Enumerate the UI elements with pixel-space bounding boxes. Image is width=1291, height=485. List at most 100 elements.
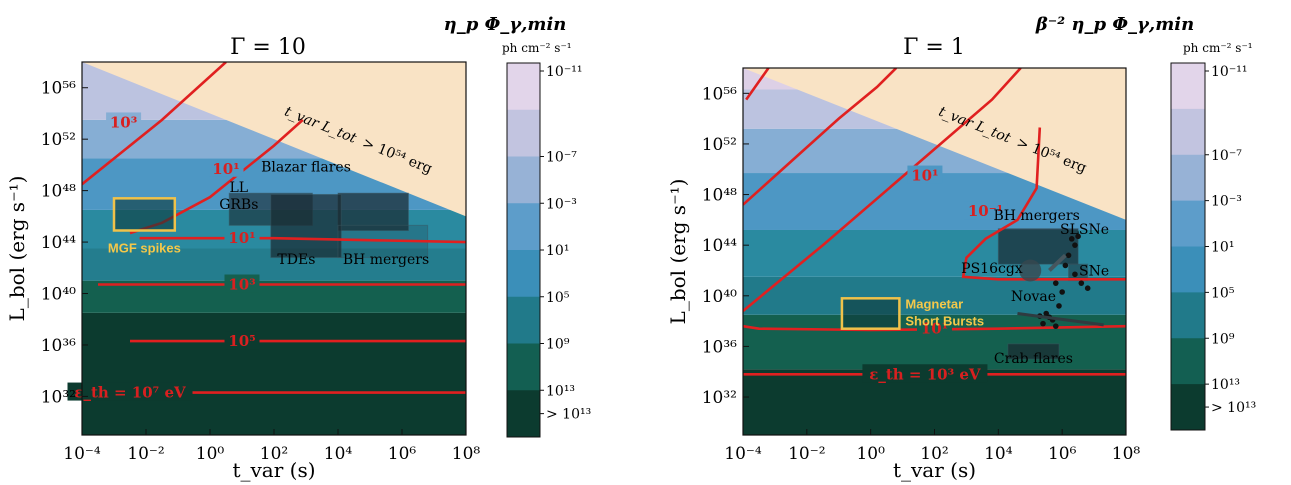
luminosity-band-0 [82, 312, 466, 435]
transient-point-0 [1068, 236, 1075, 242]
x-tick-label: 10⁸ [1112, 444, 1141, 464]
point-label-0: SLSNe [1060, 222, 1109, 238]
transient-point-1 [1072, 242, 1078, 248]
transient-point-2 [1075, 233, 1081, 240]
y-tick-label: 10³² [702, 388, 737, 408]
colorbar-title: β⁻² η_p Φ_γ,min [1035, 14, 1194, 35]
contour-line-5 [82, 62, 227, 186]
colorbar-tick-label: 10⁵ [546, 290, 570, 306]
y-tick-label: 10⁵⁶ [41, 79, 76, 99]
contour-label-3: 10¹ [911, 167, 938, 185]
y-tick-label: 10⁴⁸ [41, 182, 76, 202]
contour-line-1 [743, 324, 1126, 332]
transient-point-6 [1078, 280, 1085, 286]
y-tick-label: 10³⁶ [41, 336, 76, 356]
contour-label-2: 10⁻¹ [968, 202, 1003, 220]
forbidden-region [743, 68, 1126, 220]
forbidden-region [82, 62, 466, 217]
contour-label-bg-1 [917, 318, 952, 337]
region-label-3: BH mergers [343, 252, 429, 268]
colorbar-segment-5 [507, 296, 540, 344]
colorbar-unit: ph cm⁻² s⁻¹ [1183, 41, 1253, 55]
y-tick-label: 10⁵² [702, 135, 737, 155]
contour-label-0: ε_th = 10⁷ eV [74, 384, 186, 402]
novae-track [1017, 312, 1104, 327]
y-tick-label: 10⁴⁰ [41, 285, 76, 305]
x-tick-label: 10⁶ [1048, 444, 1077, 464]
point-label-2: Novae [1011, 289, 1056, 305]
x-tick-label: 10⁶ [388, 444, 417, 464]
y-axis-title: L_bol (erg s⁻¹) [5, 176, 29, 322]
panel-1: Γ = 10 ε_th = 10⁷ eV 10⁵ 10³ 10¹ 10¹ 10³ t_var … [5, 14, 591, 482]
colorbar-tick-label: 10¹³ [1211, 377, 1240, 393]
contour-label-bg-0 [862, 364, 988, 383]
colorbar-segment-0 [507, 63, 540, 111]
region-label-line: GRBs [219, 197, 258, 213]
x-tick-label: 10⁻⁴ [63, 444, 101, 464]
region-label-0: BH mergers [993, 208, 1079, 224]
contour-label-4: 10¹ [212, 160, 239, 178]
transient-point-9 [1059, 289, 1065, 295]
region-label-2: Crab flares [994, 351, 1073, 367]
luminosity-band-2 [743, 276, 1126, 315]
badge-label-line: Magnetar [905, 296, 963, 311]
contour-label-bg-2 [224, 274, 260, 293]
plot-area [82, 62, 466, 435]
colorbar-tick-label: 10⁹ [1211, 331, 1235, 347]
contour-label-2: 10³ [228, 276, 255, 294]
colorbar-segment-1 [1171, 108, 1205, 156]
region-label-1: Blazar flares [261, 159, 351, 175]
colorbar-tick-label: 10⁻⁷ [546, 150, 577, 166]
contour-label-3: 10¹ [228, 229, 255, 247]
colorbar-segment-2 [1171, 154, 1205, 202]
badge-box-0 [112, 197, 177, 232]
colorbar-tick-label: 10¹³ [546, 383, 575, 399]
badge-label-0: MGF spikes [108, 240, 181, 255]
badge-label-line: Short Bursts [905, 313, 984, 328]
colorbar-tick-label: 10¹ [546, 243, 569, 259]
x-tick-label: 10⁰ [196, 444, 225, 464]
region-label-0: LL GRBs [219, 180, 258, 213]
x-tick-label: 10⁻⁴ [724, 444, 762, 464]
transient-point-11 [1043, 310, 1050, 317]
colorbar-segment-7 [507, 390, 540, 438]
x-tick-label: 10⁴ [324, 444, 353, 464]
panel-title: Γ = 1 [903, 35, 965, 60]
contour-label-1: 10¹ [921, 320, 948, 338]
colorbar-segment-2 [507, 156, 540, 204]
colorbar-segment-4 [507, 250, 540, 298]
contour-label-bg-4 [208, 158, 244, 177]
contour-label-bg-2 [963, 201, 1008, 220]
contour-label-bg-5 [106, 112, 142, 131]
colorbar-tick-label: > 10¹³ [1211, 400, 1256, 416]
badge-box-0 [840, 297, 901, 330]
x-tick-label: 10² [260, 444, 288, 464]
region-label-2: TDEs [277, 252, 315, 268]
colorbar: 10⁻¹¹ 10⁻⁷ 10⁻³ 10¹ 10⁵ 10⁹ 10¹³ > 10¹³ η_p Φ_γ,… [444, 14, 591, 438]
colorbar-segment-3 [507, 203, 540, 251]
contour-line-5 [745, 68, 770, 101]
colorbar-segment-3 [1171, 200, 1205, 247]
y-tick-label: 10⁵² [41, 130, 76, 150]
transient-point-5 [1072, 271, 1078, 278]
colorbar-segment-7 [1171, 384, 1205, 431]
colorbar-segment-4 [1171, 246, 1205, 293]
point-label-1: PS16cgx [961, 261, 1023, 277]
source-region-2 [1007, 343, 1060, 360]
colorbar-tick-label: 10⁻¹¹ [1211, 64, 1247, 80]
colorbar-tick-label: 10⁻³ [1211, 194, 1242, 210]
slsne-track [1048, 253, 1067, 272]
colorbar-unit: ph cm⁻² s⁻¹ [502, 41, 572, 55]
contour-label-bg-0 [67, 382, 193, 401]
x-tick-label: 10⁰ [856, 444, 885, 464]
contour-line-2 [961, 127, 1126, 281]
colorbar-tick-label: > 10¹³ [546, 407, 591, 423]
luminosity-band-1 [82, 280, 466, 313]
source-region-1 [337, 192, 409, 231]
y-tick-label: 10⁴⁴ [702, 236, 737, 256]
badge-label-0: Magnetar Short Bursts [905, 296, 984, 328]
contour-label-bg-3 [224, 228, 260, 247]
contour-line-3 [743, 68, 1022, 313]
transient-point-7 [1084, 285, 1091, 292]
colorbar-tick-label: 10⁻³ [546, 196, 577, 212]
